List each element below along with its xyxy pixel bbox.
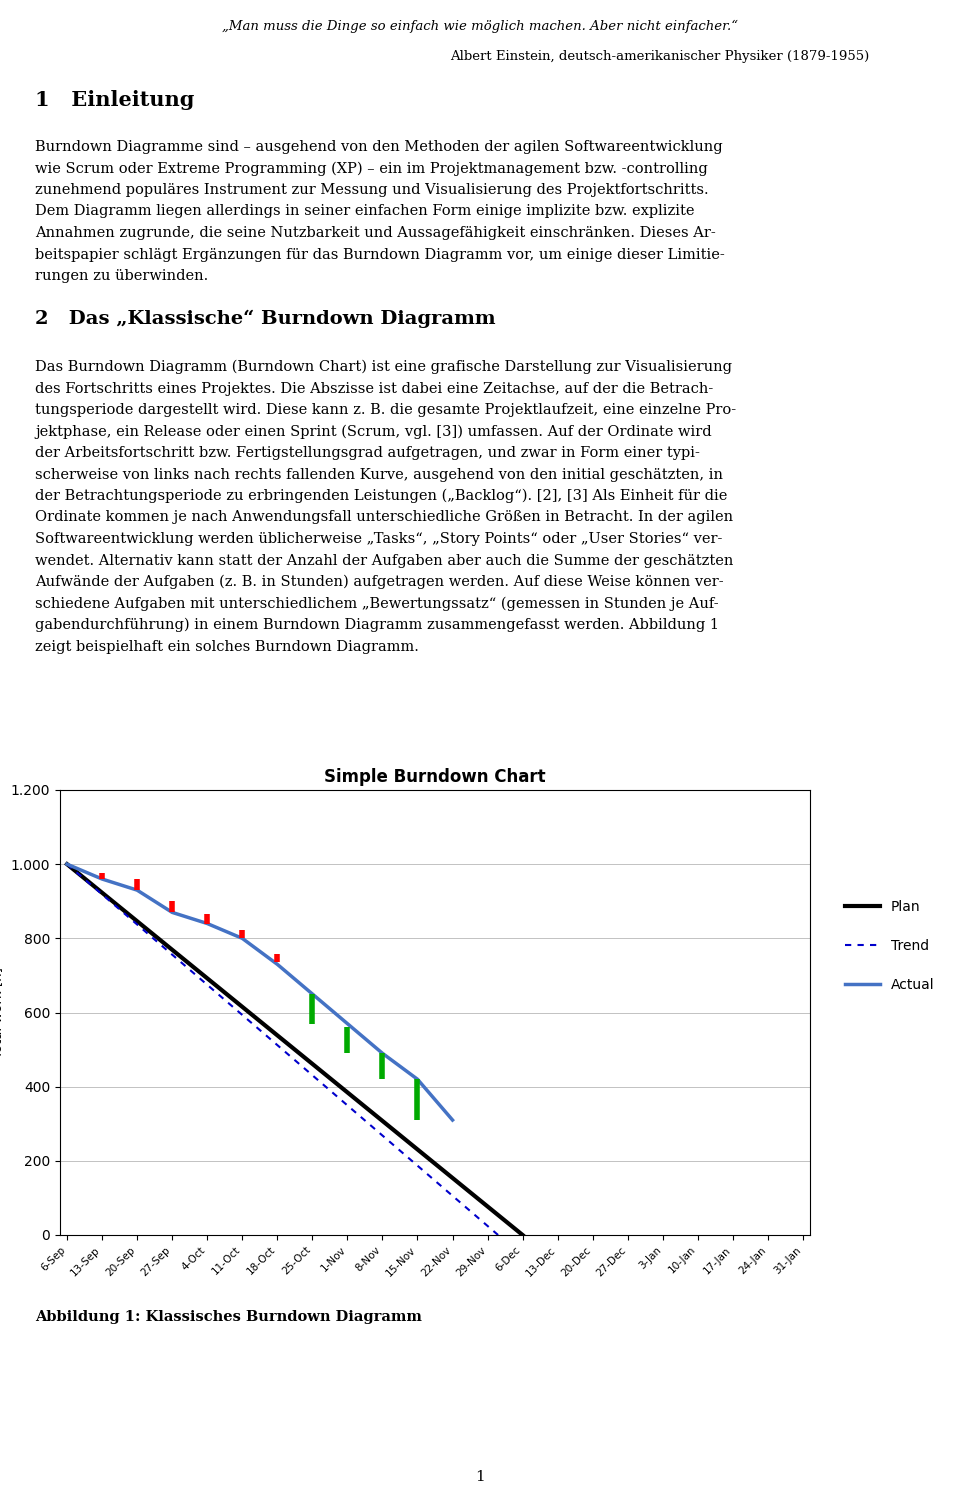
Text: Aufwände der Aufgaben (z. B. in Stunden) aufgetragen werden. Auf diese Weise kön: Aufwände der Aufgaben (z. B. in Stunden)… <box>35 575 724 590</box>
Text: 2   Das „Klassische“ Burndown Diagramm: 2 Das „Klassische“ Burndown Diagramm <box>35 310 495 328</box>
Text: des Fortschritts eines Projektes. Die Abszisse ist dabei eine Zeitachse, auf der: des Fortschritts eines Projektes. Die Ab… <box>35 381 713 396</box>
Text: der Betrachtungsperiode zu erbringenden Leistungen („Backlog“). [2], [3] Als Ein: der Betrachtungsperiode zu erbringenden … <box>35 488 728 503</box>
Title: Simple Burndown Chart: Simple Burndown Chart <box>324 768 546 786</box>
Text: Annahmen zugrunde, die seine Nutzbarkeit und Aussagefähigkeit einschränken. Dies: Annahmen zugrunde, die seine Nutzbarkeit… <box>35 225 716 240</box>
Text: 1: 1 <box>475 1470 485 1483</box>
Y-axis label: Total work [h]: Total work [h] <box>0 968 4 1058</box>
Text: wie Scrum oder Extreme Programming (XP) – ein im Projektmanagement bzw. -control: wie Scrum oder Extreme Programming (XP) … <box>35 162 708 175</box>
Text: wendet. Alternativ kann statt der Anzahl der Aufgaben aber auch die Summe der ge: wendet. Alternativ kann statt der Anzahl… <box>35 553 733 567</box>
Text: Das Burndown Diagramm (Burndown Chart) ist eine grafische Darstellung zur Visual: Das Burndown Diagramm (Burndown Chart) i… <box>35 360 732 375</box>
Text: zunehmend populäres Instrument zur Messung und Visualisierung des Projektfortsch: zunehmend populäres Instrument zur Messu… <box>35 183 708 197</box>
Text: tungsperiode dargestellt wird. Diese kann z. B. die gesamte Projektlaufzeit, ein: tungsperiode dargestellt wird. Diese kan… <box>35 404 736 417</box>
Text: Ordinate kommen je nach Anwendungsfall unterschiedliche Größen in Betracht. In d: Ordinate kommen je nach Anwendungsfall u… <box>35 511 733 525</box>
Text: schiedene Aufgaben mit unterschiedlichem „Bewertungssatz“ (gemessen in Stunden j: schiedene Aufgaben mit unterschiedlichem… <box>35 597 719 611</box>
Text: Albert Einstein, deutsch-amerikanischer Physiker (1879-1955): Albert Einstein, deutsch-amerikanischer … <box>450 50 870 64</box>
Text: der Arbeitsfortschritt bzw. Fertigstellungsgrad aufgetragen, und zwar in Form ei: der Arbeitsfortschritt bzw. Fertigstellu… <box>35 446 700 460</box>
Text: Dem Diagramm liegen allerdings in seiner einfachen Form einige implizite bzw. ex: Dem Diagramm liegen allerdings in seiner… <box>35 204 694 219</box>
Text: Softwareentwicklung werden üblicherweise „Tasks“, „Story Points“ oder „User Stor: Softwareentwicklung werden üblicherweise… <box>35 532 722 546</box>
Text: Abbildung 1: Klassisches Burndown Diagramm: Abbildung 1: Klassisches Burndown Diagra… <box>35 1309 421 1325</box>
Text: Burndown Diagramme sind – ausgehend von den Methoden der agilen Softwareentwickl: Burndown Diagramme sind – ausgehend von … <box>35 141 723 154</box>
Text: beitspapier schlägt Ergänzungen für das Burndown Diagramm vor, um einige dieser : beitspapier schlägt Ergänzungen für das … <box>35 248 725 262</box>
Text: 1   Einleitung: 1 Einleitung <box>35 91 194 110</box>
Text: „Man muss die Dinge so einfach wie möglich machen. Aber nicht einfacher.“: „Man muss die Dinge so einfach wie mögli… <box>222 20 738 33</box>
Text: rungen zu überwinden.: rungen zu überwinden. <box>35 269 208 283</box>
Text: jektphase, ein Release oder einen Sprint (Scrum, vgl. [3]) umfassen. Auf der Ord: jektphase, ein Release oder einen Sprint… <box>35 425 711 438</box>
Text: zeigt beispielhaft ein solches Burndown Diagramm.: zeigt beispielhaft ein solches Burndown … <box>35 640 419 653</box>
Text: scherweise von links nach rechts fallenden Kurve, ausgehend von den initial gesc: scherweise von links nach rechts fallend… <box>35 467 723 481</box>
Legend: Plan, Trend, Actual: Plan, Trend, Actual <box>839 894 940 998</box>
Text: gabendurchführung) in einem Burndown Diagramm zusammengefasst werden. Abbildung : gabendurchführung) in einem Burndown Dia… <box>35 618 719 632</box>
